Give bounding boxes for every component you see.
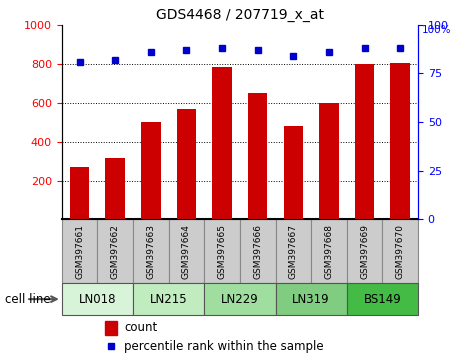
Bar <box>141 122 161 219</box>
Bar <box>62 219 97 283</box>
Bar <box>311 219 347 283</box>
Text: GSM397661: GSM397661 <box>75 224 84 279</box>
Bar <box>104 321 117 335</box>
Bar <box>390 63 410 219</box>
Bar <box>276 219 311 283</box>
Bar <box>97 219 133 283</box>
Text: GSM397669: GSM397669 <box>360 224 369 279</box>
Bar <box>133 283 204 315</box>
Text: GSM397668: GSM397668 <box>324 224 333 279</box>
Bar <box>169 219 204 283</box>
Text: LN018: LN018 <box>79 293 116 306</box>
Text: GSM397667: GSM397667 <box>289 224 298 279</box>
Text: GSM397666: GSM397666 <box>253 224 262 279</box>
Text: count: count <box>124 321 157 334</box>
Bar <box>177 109 196 219</box>
Text: cell line: cell line <box>5 293 50 306</box>
Bar <box>105 158 125 219</box>
Bar <box>382 219 418 283</box>
Text: GSM397670: GSM397670 <box>396 224 405 279</box>
Text: BS149: BS149 <box>363 293 401 306</box>
Bar <box>240 219 276 283</box>
Text: LN229: LN229 <box>221 293 259 306</box>
Bar <box>133 219 169 283</box>
Bar <box>284 126 303 219</box>
Bar <box>62 283 133 315</box>
Bar <box>248 93 267 219</box>
Bar <box>70 167 89 219</box>
Bar <box>276 283 347 315</box>
Text: GSM397662: GSM397662 <box>111 224 120 279</box>
Text: LN215: LN215 <box>150 293 188 306</box>
Text: GSM397663: GSM397663 <box>146 224 155 279</box>
Text: 100%: 100% <box>422 25 451 35</box>
Bar <box>355 64 374 219</box>
Bar <box>319 103 339 219</box>
Bar <box>204 283 276 315</box>
Text: percentile rank within the sample: percentile rank within the sample <box>124 340 324 353</box>
Bar <box>347 283 418 315</box>
Bar <box>347 219 382 283</box>
Text: GSM397664: GSM397664 <box>182 224 191 279</box>
Text: GSM397665: GSM397665 <box>218 224 227 279</box>
Bar <box>212 67 232 219</box>
Title: GDS4468 / 207719_x_at: GDS4468 / 207719_x_at <box>156 8 324 22</box>
Bar <box>204 219 240 283</box>
Text: LN319: LN319 <box>292 293 330 306</box>
